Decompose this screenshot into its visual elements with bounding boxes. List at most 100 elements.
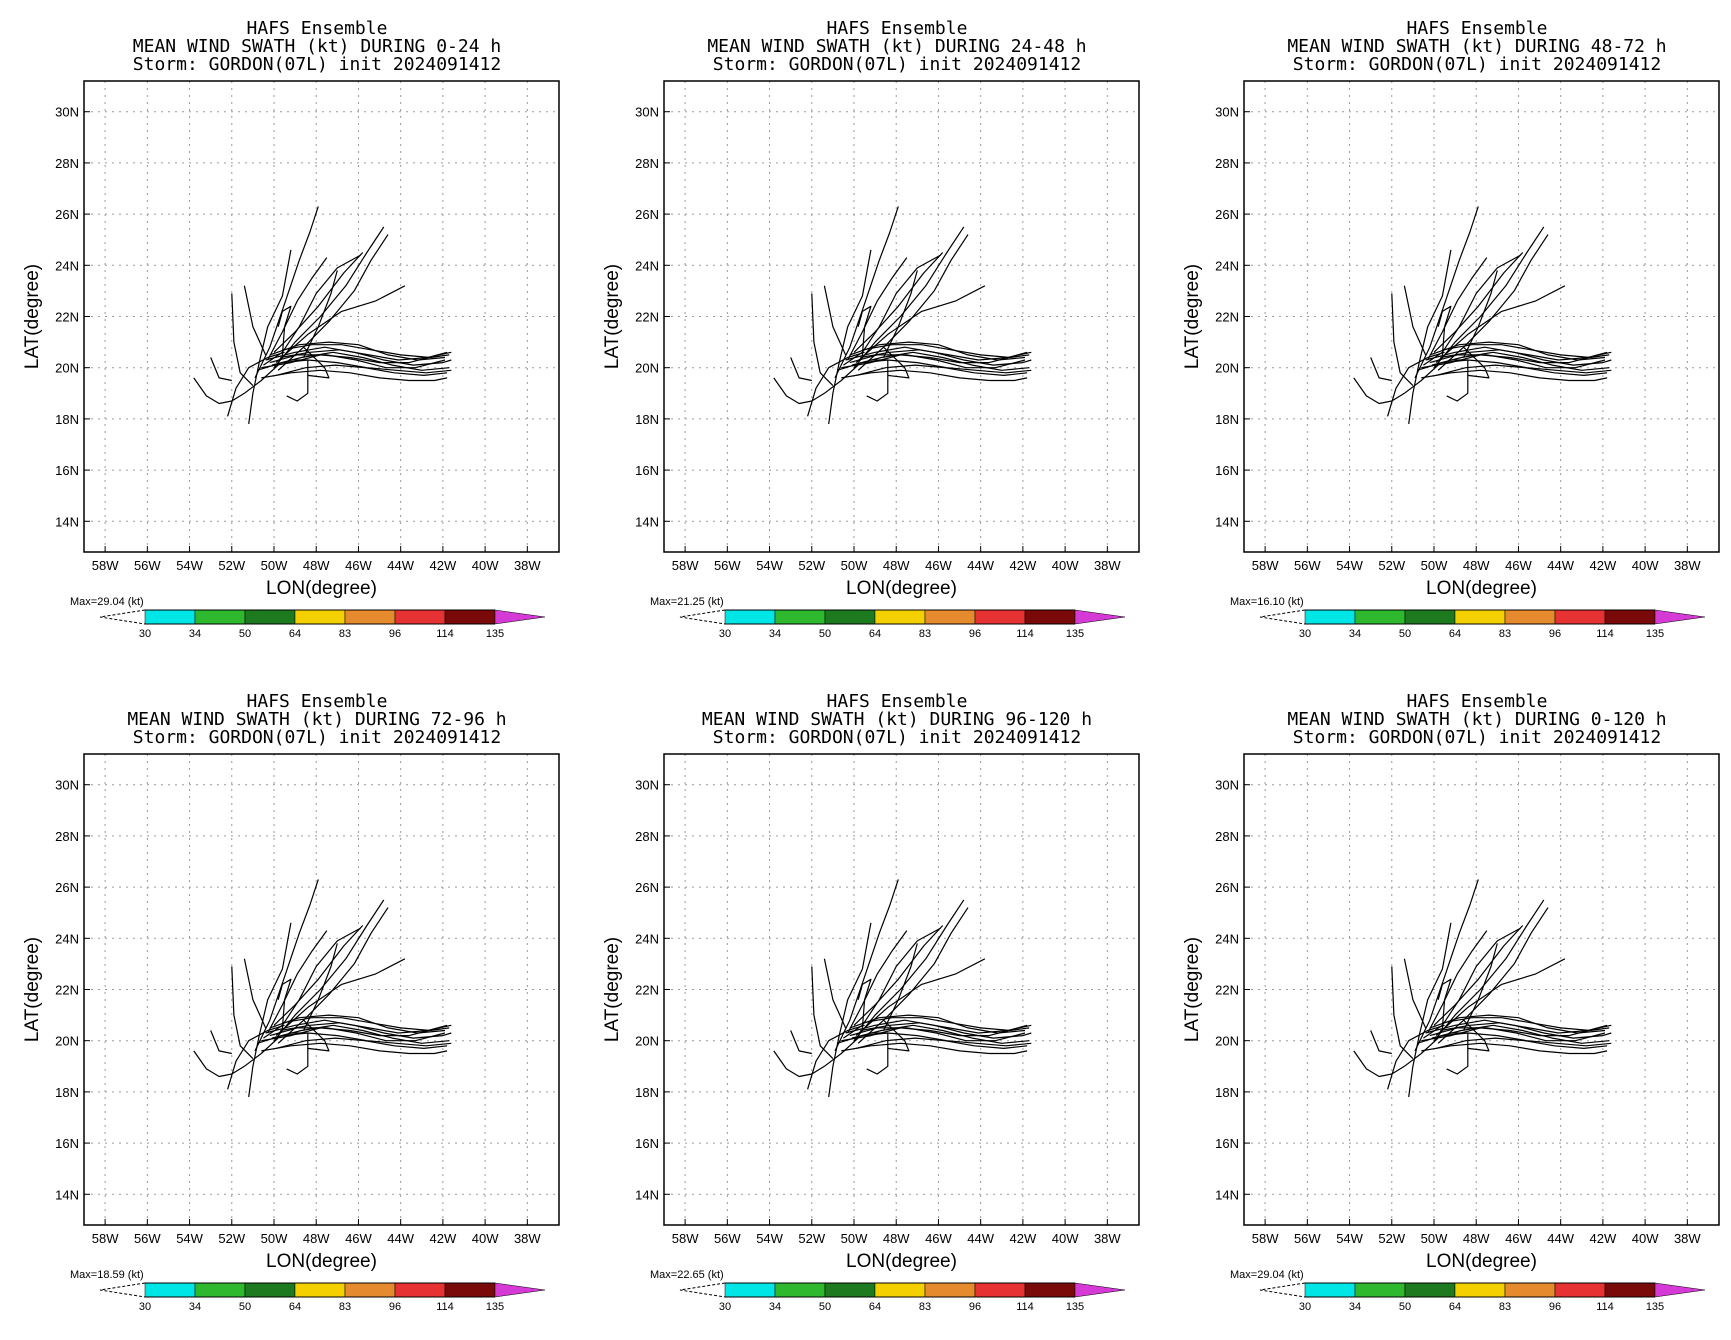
y-axis-label: LAT(degree): [22, 264, 43, 369]
track-line: [303, 1019, 330, 1052]
x-tick-label: 38W: [1674, 558, 1701, 573]
track-line: [855, 958, 986, 1037]
x-tick-label: 46W: [925, 558, 952, 573]
track-line: [1431, 351, 1610, 371]
y-axis-label: LAT(degree): [1182, 264, 1203, 369]
y-tick-label: 14N: [1215, 1187, 1239, 1202]
x-axis-label: LON(degree): [846, 1251, 957, 1272]
y-tick-label: 16N: [635, 1136, 659, 1151]
colorbar-segment: [1404, 609, 1456, 625]
track-line: [860, 1022, 1028, 1034]
x-tick-label: 44W: [967, 1231, 994, 1246]
x-tick-label: 52W: [1378, 1231, 1405, 1246]
panel-title-line: HAFS Ensemble: [247, 18, 388, 39]
track-line: [1435, 958, 1566, 1037]
colorbar-level-label: 34: [189, 628, 201, 640]
colorbar-level-label: 34: [189, 1301, 201, 1313]
x-tick-label: 38W: [1674, 1231, 1701, 1246]
track-line: [1387, 1024, 1445, 1090]
colorbar-level-label: 83: [339, 628, 351, 640]
track-line: [1421, 1042, 1608, 1055]
colorbar-segment: [774, 609, 826, 625]
track-line: [261, 369, 448, 382]
track-line: [261, 1042, 448, 1055]
y-tick-label: 22N: [55, 983, 79, 998]
track-line: [254, 206, 319, 379]
colorbar-level-label: 64: [869, 628, 881, 640]
x-tick-label: 42W: [430, 558, 457, 573]
track-line: [273, 899, 385, 1042]
track-line: [280, 349, 448, 361]
y-tick-label: 24N: [55, 258, 79, 273]
y-tick-label: 20N: [635, 1034, 659, 1049]
y-tick-label: 26N: [55, 207, 79, 222]
colorbar-segment: [344, 609, 396, 625]
colorbar-segment: [1354, 609, 1406, 625]
track-line: [836, 359, 1032, 374]
y-tick-label: 14N: [635, 1187, 659, 1202]
colorbar-level-label: 30: [719, 1301, 731, 1313]
colorbar-level-label: 64: [289, 628, 301, 640]
track-line: [1463, 1019, 1490, 1052]
x-tick-label: 42W: [1010, 558, 1037, 573]
track-line: [857, 978, 872, 1028]
y-tick-label: 30N: [635, 778, 659, 793]
y-tick-label: 16N: [55, 1136, 79, 1151]
track-line: [1427, 930, 1488, 1034]
track-line: [1437, 305, 1452, 355]
colorbar-level-label: 96: [1549, 1301, 1561, 1313]
track-line: [271, 351, 450, 371]
track-group: [773, 879, 1032, 1098]
x-tick-label: 52W: [218, 558, 245, 573]
x-tick-label: 50W: [841, 1231, 868, 1246]
y-tick-label: 20N: [1215, 1034, 1239, 1049]
x-tick-label: 40W: [472, 558, 499, 573]
colorbar-segment: [824, 1282, 876, 1298]
x-tick-label: 56W: [1294, 558, 1321, 573]
x-axis-label: LON(degree): [266, 578, 377, 599]
track-line: [1463, 346, 1490, 379]
panel-title-line: HAFS Ensemble: [247, 691, 388, 712]
track-line: [275, 958, 406, 1037]
track-group: [773, 206, 1032, 425]
track-line: [256, 1032, 452, 1047]
x-tick-label: 38W: [514, 1231, 541, 1246]
colorbar-segment: [244, 609, 296, 625]
colorbar-level-label: 83: [919, 1301, 931, 1313]
track-line: [836, 1032, 1032, 1047]
x-axis-label: LON(degree): [266, 1251, 377, 1272]
y-tick-label: 22N: [635, 310, 659, 325]
colorbar-level-label: 64: [1449, 628, 1461, 640]
colorbar-level-label: 114: [1596, 1301, 1614, 1313]
plot-frame: [1243, 753, 1720, 1226]
y-tick-label: 26N: [1215, 207, 1239, 222]
track-line: [1391, 293, 1414, 387]
track-line: [1423, 254, 1521, 366]
plot-area: [84, 754, 559, 1225]
track-line: [267, 930, 328, 1034]
x-tick-label: 50W: [841, 558, 868, 573]
track-group: [1353, 206, 1612, 425]
colorbar-segment: [344, 1282, 396, 1298]
colorbar-segment: [1604, 1282, 1656, 1298]
track-line: [807, 1024, 865, 1090]
track-line: [1421, 369, 1608, 382]
colorbar-segment: [1554, 609, 1606, 625]
track-line: [1435, 364, 1608, 376]
x-tick-label: 44W: [387, 558, 414, 573]
x-tick-label: 46W: [1505, 558, 1532, 573]
track-line: [248, 922, 292, 1098]
panel-title-line: HAFS Ensemble: [1407, 18, 1548, 39]
x-tick-label: 48W: [883, 558, 910, 573]
colorbar-level-label: 34: [769, 1301, 781, 1313]
x-tick-label: 42W: [1590, 1231, 1617, 1246]
x-tick-label: 48W: [303, 558, 330, 573]
colorbar-segment: [1304, 609, 1356, 625]
panel-title-line: Storm: GORDON(07L) init 2024091412: [1293, 727, 1661, 748]
track-group: [1353, 879, 1612, 1098]
colorbar-segment: [294, 1282, 346, 1298]
y-tick-label: 30N: [55, 105, 79, 120]
y-axis-label: LAT(degree): [602, 264, 623, 369]
colorbar-segment: [974, 609, 1026, 625]
